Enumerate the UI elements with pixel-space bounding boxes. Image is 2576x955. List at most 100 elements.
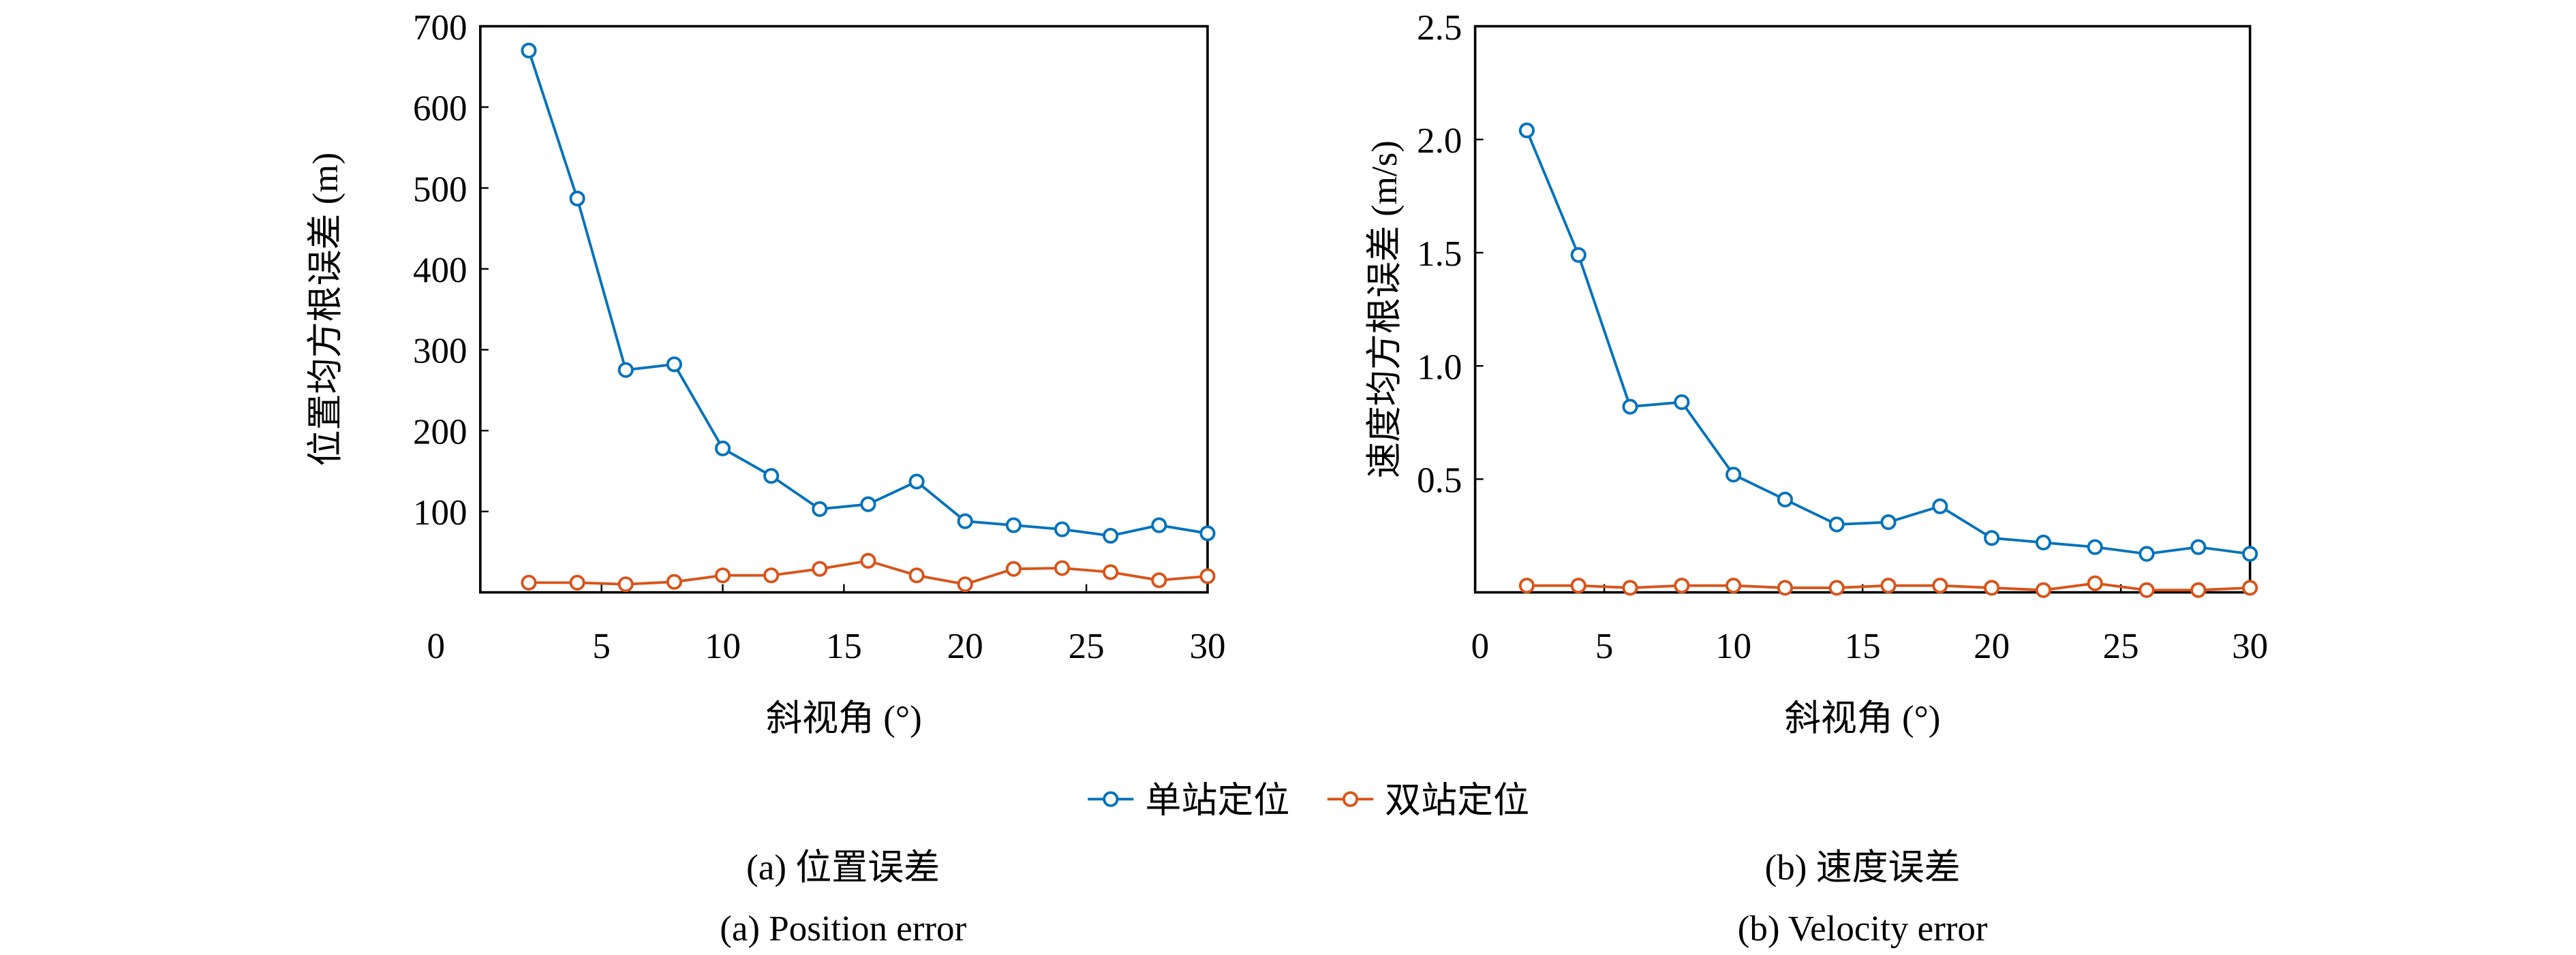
data-point-series1 [763, 468, 780, 484]
data-point-series1 [666, 356, 682, 373]
y-axis-label: 位置均方根误差 (m) [306, 153, 346, 467]
x-tick-label: 0 [427, 627, 446, 666]
data-point-series2 [714, 567, 731, 584]
x-tick-label: 30 [1189, 627, 1225, 666]
y-tick-label: 1.0 [1417, 347, 1462, 387]
data-point-series1 [1828, 516, 1845, 533]
data-point-series2 [1932, 578, 1948, 594]
data-point-series1 [1570, 247, 1586, 263]
data-point-series2 [617, 576, 634, 593]
data-point-series2 [1984, 580, 2000, 596]
data-point-series2 [763, 567, 780, 584]
data-point-series2 [1005, 561, 1022, 577]
data-point-series1 [2087, 539, 2103, 555]
x-tick-label: 20 [947, 627, 983, 666]
caption-b-cn: (b) 速度误差 [1765, 848, 1961, 888]
data-point-series1 [2242, 546, 2258, 562]
data-point-series2 [2190, 582, 2207, 598]
x-tick-label: 15 [1845, 627, 1881, 666]
data-point-series2 [521, 574, 537, 591]
data-point-series1 [908, 473, 925, 490]
caption-a-cn: (a) 位置误差 [746, 848, 940, 888]
legend-label-series1: 单站定位 [1145, 781, 1289, 820]
data-point-series1 [1151, 517, 1167, 533]
data-point-series1 [1880, 514, 1897, 531]
data-point-series2 [1880, 578, 1897, 594]
data-point-series1 [2190, 539, 2207, 555]
series-line-1 [527, 50, 1208, 537]
plot-frame [1473, 25, 2252, 594]
data-point-series2 [812, 561, 828, 577]
x-tick-label: 25 [1069, 627, 1105, 666]
x-tick-label: 30 [2232, 627, 2268, 666]
y-tick-label: 0.5 [1417, 461, 1462, 501]
y-tick-label: 300 [413, 332, 467, 371]
y-tick-label: 100 [413, 493, 467, 533]
x-tick-label: 25 [2103, 627, 2139, 666]
data-point-series2 [1777, 580, 1793, 596]
data-point-series2 [2242, 580, 2258, 596]
data-point-series1 [860, 496, 876, 512]
y-tick-label: 700 [413, 8, 467, 48]
data-point-series1 [1777, 491, 1793, 507]
legend-marker-series1 [1103, 791, 1119, 807]
data-point-series2 [908, 567, 925, 584]
y-tick-label: 400 [413, 251, 467, 290]
legend-label-series2: 双站定位 [1385, 781, 1529, 820]
data-point-series2 [1726, 578, 1742, 594]
x-tick-label: 0 [1471, 627, 1490, 666]
data-point-series2 [1199, 568, 1216, 584]
position-error-chart: 100 200 300 400 500 600 700 0 5 10 15 20 25 30 斜视角 (°)… [306, 8, 1225, 738]
y-tick-label: 1.5 [1417, 234, 1462, 274]
data-point-series1 [2138, 546, 2155, 562]
data-point-series1 [1518, 122, 1535, 139]
data-point-series1 [812, 501, 828, 517]
y-axis-label: 速度均方根误差 (m/s) [1365, 140, 1405, 478]
data-point-series2 [957, 576, 973, 593]
legend: 单站定位 双站定位 [1088, 781, 1529, 820]
data-point-series1 [957, 513, 973, 529]
data-point-series1 [569, 190, 585, 206]
caption-b-en: (b) Velocity error [1738, 909, 1988, 948]
x-axis-label: 斜视角 (°) [766, 699, 922, 738]
legend-marker-series2 [1342, 791, 1359, 807]
x-tick-label: 5 [1595, 627, 1614, 666]
y-tick-label: 500 [413, 170, 467, 209]
data-point-series2 [1828, 580, 1845, 596]
data-point-series2 [2138, 582, 2155, 598]
x-tick-label: 5 [592, 627, 611, 666]
data-point-series2 [1103, 564, 1119, 580]
data-point-series1 [1984, 530, 2000, 546]
data-point-series1 [1054, 521, 1071, 537]
data-point-series2 [666, 574, 682, 590]
data-point-series2 [1518, 578, 1535, 594]
data-point-series1 [1622, 398, 1638, 415]
data-point-series1 [617, 362, 634, 378]
x-tick-label: 10 [705, 627, 741, 666]
data-point-series2 [1674, 578, 1690, 594]
data-point-series2 [2035, 582, 2051, 598]
data-point-series1 [1005, 517, 1022, 533]
data-point-series2 [860, 552, 876, 569]
velocity-error-chart: 0.5 1.0 1.5 2.0 2.5 0 5 10 15 20 25 30 斜视角 (°) 速度均方根误… [1365, 8, 2268, 738]
y-tick-label: 600 [413, 89, 467, 129]
y-tick-label: 2.5 [1417, 8, 1462, 48]
data-point-series1 [1103, 527, 1119, 544]
data-point-series1 [1726, 467, 1742, 483]
data-point-series1 [521, 42, 537, 59]
data-point-series1 [1199, 525, 1216, 542]
data-point-series2 [569, 574, 585, 591]
x-tick-label: 20 [1974, 627, 2010, 666]
data-point-series1 [2035, 534, 2051, 551]
data-point-series1 [1674, 394, 1690, 410]
caption-a-en: (a) Position error [720, 909, 966, 948]
data-point-series2 [1151, 572, 1167, 589]
x-axis-label: 斜视角 (°) [1785, 699, 1941, 738]
x-tick-label: 15 [826, 627, 862, 666]
y-tick-label: 200 [413, 412, 467, 452]
data-point-series2 [2087, 575, 2103, 591]
data-point-series2 [1570, 578, 1586, 594]
data-point-series2 [1622, 580, 1638, 596]
data-point-series1 [714, 440, 731, 456]
